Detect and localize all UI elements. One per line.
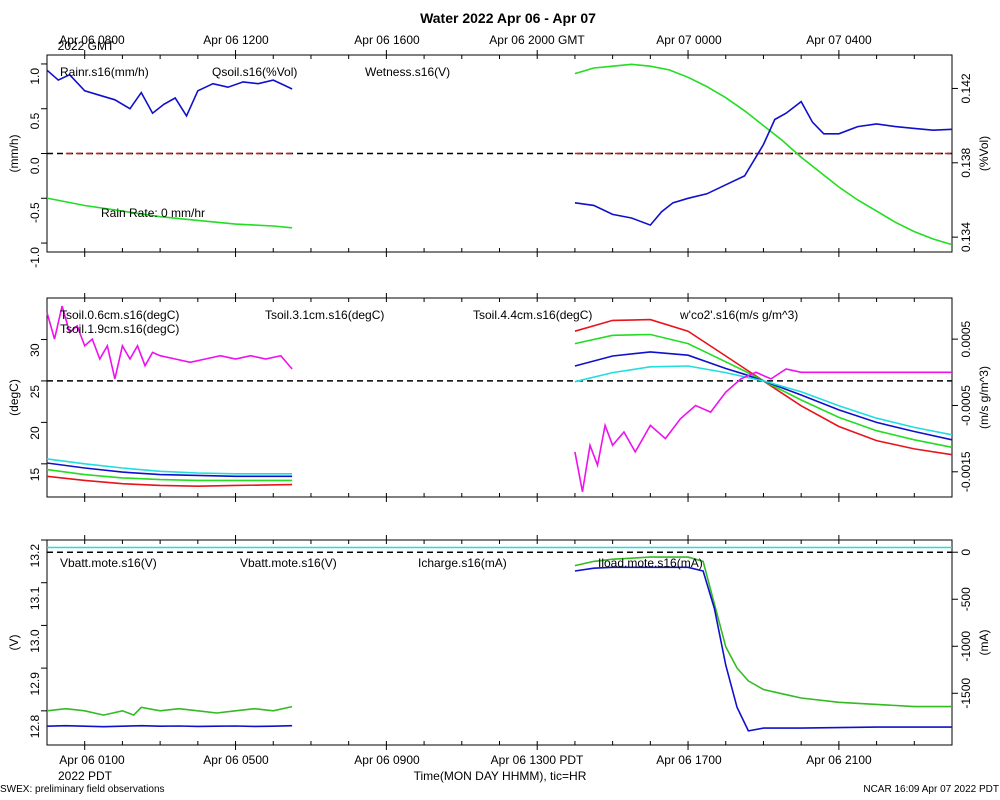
- top-tick-label: Apr 06 2000 GMT: [489, 33, 585, 47]
- footer-right: NCAR 16:09 Apr 07 2022 PDT: [863, 784, 999, 795]
- y-left-tick-label: -0.5: [28, 202, 42, 223]
- y-right-tick-label: 0: [959, 549, 973, 556]
- y-left-tick-label: 0.0: [28, 157, 42, 174]
- series-line-wetness-s16-v-: [46, 69, 293, 118]
- series-line-qsoil-s16-vol-: [574, 63, 953, 246]
- y-right-tick-label: -0.0005: [959, 385, 973, 426]
- series-line-tsoil-3-1cm-s16-degc-: [574, 351, 953, 441]
- panel-1: [41, 50, 958, 257]
- y-left-tick-label: 13.1: [28, 586, 42, 610]
- y-left-tick-label: 12.8: [28, 715, 42, 739]
- y-left-tick-label: 1.0: [28, 68, 42, 85]
- y-left-tick-label: 13.0: [28, 629, 42, 653]
- series-line-tsoil-3-1cm-s16-degc-: [46, 462, 293, 478]
- y-right-axis-label: (m/s g/m^3): [977, 366, 991, 429]
- legend-entry: Tsoil.3.1cm.s16(degC): [265, 308, 384, 322]
- series-line-tsoil-4-4cm-s16-degc-: [574, 365, 953, 436]
- gmt-year-label: 2022 GMT: [58, 39, 115, 53]
- panel-3: [41, 535, 958, 750]
- panel-2: [41, 293, 958, 502]
- pdt-year-label: 2022 PDT: [58, 769, 113, 783]
- y-left-tick-label: 30: [28, 343, 42, 357]
- series-line-w-co2-s16-m-s-g-m-3-: [46, 305, 293, 380]
- bottom-tick-label: Apr 06 0100: [59, 753, 125, 767]
- series-line-tsoil-1-9cm-s16-degc-: [46, 468, 293, 482]
- y-left-tick-label: 12.9: [28, 672, 42, 696]
- y-left-axis-label: (degC): [7, 379, 21, 416]
- bottom-tick-label: Apr 06 1700: [656, 753, 722, 767]
- series-line-tsoil-1-9cm-s16-degc-: [574, 333, 953, 449]
- top-tick-label: Apr 06 1200: [203, 33, 269, 47]
- legend-entry: Vbatt.mote.s16(V): [240, 556, 337, 570]
- plot-frame: [46, 539, 953, 746]
- y-right-tick-label: 0.138: [959, 147, 973, 177]
- y-right-tick-label: -0.0015: [959, 451, 973, 492]
- legend-entry: Vbatt.mote.s16(V): [60, 556, 157, 570]
- series-line-vbatt-mote-s16-v-: [574, 556, 952, 708]
- y-right-tick-label: -1500: [959, 678, 973, 709]
- series-line-wetness-s16-v-: [574, 100, 953, 227]
- bottom-tick-label: Apr 06 0900: [354, 753, 420, 767]
- series-line-icharge-s16-ma-: [46, 724, 293, 728]
- legend-entry: Tsoil.1.9cm.s16(degC): [60, 322, 179, 336]
- legend-entry: Wetness.s16(V): [365, 65, 450, 79]
- y-right-tick-label: 0.134: [959, 222, 973, 252]
- y-right-tick-label: 0.0005: [959, 320, 973, 357]
- series-line-tsoil-0-6cm-s16-degc-: [574, 318, 953, 456]
- series-line-qsoil-s16-vol-: [46, 197, 293, 229]
- y-left-tick-label: -1.0: [28, 247, 42, 268]
- legend-entry: Qsoil.s16(%Vol): [212, 65, 297, 79]
- top-tick-label: Apr 07 0400: [806, 33, 872, 47]
- footer-left: SWEX: preliminary field observations: [0, 784, 165, 795]
- y-left-tick-label: 25: [28, 385, 42, 399]
- legend-entry: w'co2'.s16(m/s g/m^3): [679, 308, 798, 322]
- legend-entry: Rainr.s16(mm/h): [60, 65, 149, 79]
- legend-entry: Icharge.s16(mA): [418, 556, 507, 570]
- y-right-tick-label: -1000: [959, 631, 973, 662]
- legend-entry: Iload.mote.s16(mA): [598, 556, 703, 570]
- top-tick-label: Apr 06 0800: [59, 33, 125, 47]
- legend-entry: Tsoil.0.6cm.s16(degC): [60, 308, 179, 322]
- bottom-tick-label: Apr 06 1300 PDT: [491, 753, 584, 767]
- bottom-tick-label: Apr 06 2100: [806, 753, 872, 767]
- rain-rate-annotation: Rain Rate: 0 mm/hr: [101, 206, 205, 220]
- top-tick-label: Apr 06 1600: [354, 33, 420, 47]
- series-line-icharge-s16-ma-: [574, 566, 952, 732]
- bottom-tick-label: Apr 06 0500: [203, 753, 269, 767]
- series-line-w-co2-s16-m-s-g-m-3-: [574, 368, 952, 492]
- top-tick-label: Apr 07 0000: [656, 33, 722, 47]
- y-right-tick-label: -500: [959, 587, 973, 611]
- y-right-axis-label: (mA): [977, 630, 991, 656]
- y-right-axis-label: (%Vol): [977, 136, 991, 171]
- y-right-tick-label: 0.142: [959, 73, 973, 103]
- y-left-tick-label: 13.2: [28, 544, 42, 568]
- y-left-axis-label: (V): [7, 635, 21, 651]
- series-line-tsoil-0-6cm-s16-degc-: [46, 475, 293, 488]
- chart-title: Water 2022 Apr 06 - Apr 07: [420, 10, 596, 26]
- y-left-axis-label: (mm/h): [7, 135, 21, 173]
- series-line-vbatt-mote-s16-v-: [46, 705, 293, 717]
- y-left-tick-label: 0.5: [28, 112, 42, 129]
- series-line-tsoil-4-4cm-s16-degc-: [46, 458, 293, 475]
- y-left-tick-label: 15: [28, 468, 42, 482]
- legend-entry: Tsoil.4.4cm.s16(degC): [473, 308, 592, 322]
- y-left-tick-label: 20: [28, 426, 42, 440]
- x-axis-label: Time(MON DAY HHMM), tic=HR: [414, 769, 587, 783]
